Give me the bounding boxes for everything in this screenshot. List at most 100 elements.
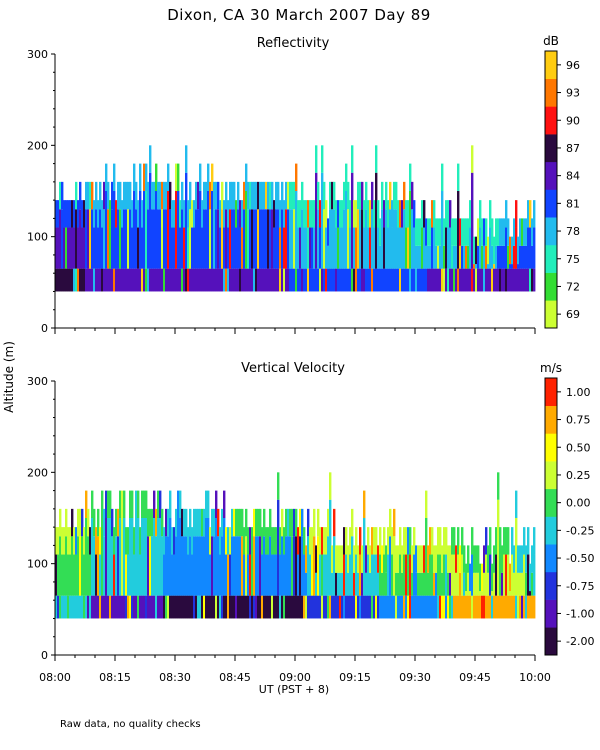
data-column-segment <box>249 268 252 292</box>
data-column-segment <box>491 245 494 269</box>
data-column-segment <box>449 572 452 596</box>
data-column-segment <box>353 200 356 228</box>
data-column-segment <box>117 508 120 537</box>
data-column-segment <box>235 508 238 537</box>
data-column-segment <box>349 200 352 228</box>
data-column-segment <box>105 163 108 191</box>
data-column-segment <box>321 268 324 292</box>
data-column-segment <box>521 572 524 596</box>
data-column-segment <box>145 595 148 619</box>
data-column-segment <box>469 200 472 228</box>
data-column-segment <box>179 518 182 596</box>
data-column-segment <box>205 595 208 619</box>
data-column-segment <box>481 218 484 246</box>
data-column-segment <box>433 200 436 228</box>
data-column-segment <box>275 554 278 596</box>
data-column-segment <box>397 595 400 619</box>
data-column-segment <box>285 595 288 619</box>
data-column-segment <box>361 209 364 269</box>
data-column-segment <box>211 163 214 191</box>
data-column-segment <box>57 527 60 555</box>
data-column-segment <box>453 245 456 269</box>
data-column-segment <box>157 490 160 518</box>
data-column-segment <box>399 554 402 596</box>
data-column-segment <box>163 527 166 555</box>
data-column-segment <box>455 595 458 619</box>
data-column-segment <box>447 545 450 573</box>
data-column-segment <box>501 245 504 269</box>
data-column-segment <box>305 268 308 292</box>
data-column-segment <box>519 245 522 269</box>
data-column-segment <box>521 268 524 292</box>
data-column-segment <box>529 200 532 228</box>
data-column-segment <box>373 268 376 292</box>
data-column-segment <box>247 527 250 555</box>
data-column-segment <box>437 554 440 596</box>
data-column-segment <box>339 227 342 269</box>
data-column-segment <box>109 227 112 269</box>
data-column-segment <box>55 595 58 619</box>
data-column-segment <box>353 545 356 573</box>
data-column-segment <box>413 554 416 596</box>
data-column-segment <box>497 218 500 246</box>
data-column-segment <box>105 518 108 596</box>
y-tick-label: 200 <box>27 466 48 479</box>
reflectivity-panel: Reflectivity dB 010020030069727578818487… <box>27 34 580 335</box>
data-column-segment <box>341 200 344 228</box>
data-column-segment <box>89 554 92 596</box>
data-column-segment <box>269 181 272 210</box>
data-column-segment <box>109 595 112 619</box>
data-column-segment <box>435 572 438 596</box>
data-column-segment <box>149 268 152 292</box>
data-column-segment <box>141 518 144 596</box>
data-column-segment <box>523 554 526 596</box>
data-column-segment <box>493 264 496 269</box>
data-column-segment <box>253 181 256 210</box>
data-column-segment <box>275 181 278 210</box>
data-column-segment <box>371 527 374 555</box>
data-column-segment <box>409 191 412 269</box>
data-column-segment <box>55 227 58 269</box>
data-column-segment <box>309 595 312 619</box>
data-column-segment <box>197 181 200 210</box>
data-column-segment <box>455 245 458 269</box>
data-column-segment <box>103 536 106 596</box>
data-column-segment <box>415 545 418 573</box>
data-column-segment <box>135 595 138 619</box>
data-column-segment <box>217 181 220 210</box>
data-column-segment <box>355 527 358 555</box>
data-column-segment <box>253 595 256 619</box>
data-column-segment <box>467 572 470 596</box>
data-column-segment <box>473 268 476 292</box>
data-column-segment <box>99 595 102 619</box>
data-column-segment <box>455 572 458 596</box>
data-column-segment <box>419 268 422 292</box>
data-column-segment <box>67 554 70 596</box>
data-column-segment <box>387 200 390 228</box>
data-column-segment <box>115 268 118 292</box>
data-column-segment <box>397 200 400 228</box>
data-column-segment <box>483 218 486 246</box>
data-column-segment <box>145 518 148 596</box>
data-column-segment <box>205 518 208 596</box>
data-column-segment <box>297 527 300 555</box>
data-column-segment <box>249 554 252 596</box>
data-column-segment <box>87 209 90 269</box>
data-column-segment <box>109 200 112 228</box>
data-column-segment <box>327 245 330 269</box>
data-column-segment <box>353 268 356 292</box>
data-column-segment <box>123 490 126 518</box>
data-column-segment <box>237 595 240 619</box>
data-column-segment <box>325 268 328 292</box>
data-column-segment <box>113 527 116 555</box>
data-column-segment <box>157 268 160 292</box>
data-column-segment <box>351 172 354 269</box>
data-column-segment <box>495 554 498 596</box>
data-column-segment <box>431 595 434 619</box>
data-column-segment <box>337 595 340 619</box>
data-column-segment <box>321 527 324 555</box>
data-column-segment <box>389 595 392 619</box>
data-column-segment <box>435 268 438 292</box>
data-column-segment <box>461 268 464 292</box>
data-column-segment <box>303 527 306 555</box>
